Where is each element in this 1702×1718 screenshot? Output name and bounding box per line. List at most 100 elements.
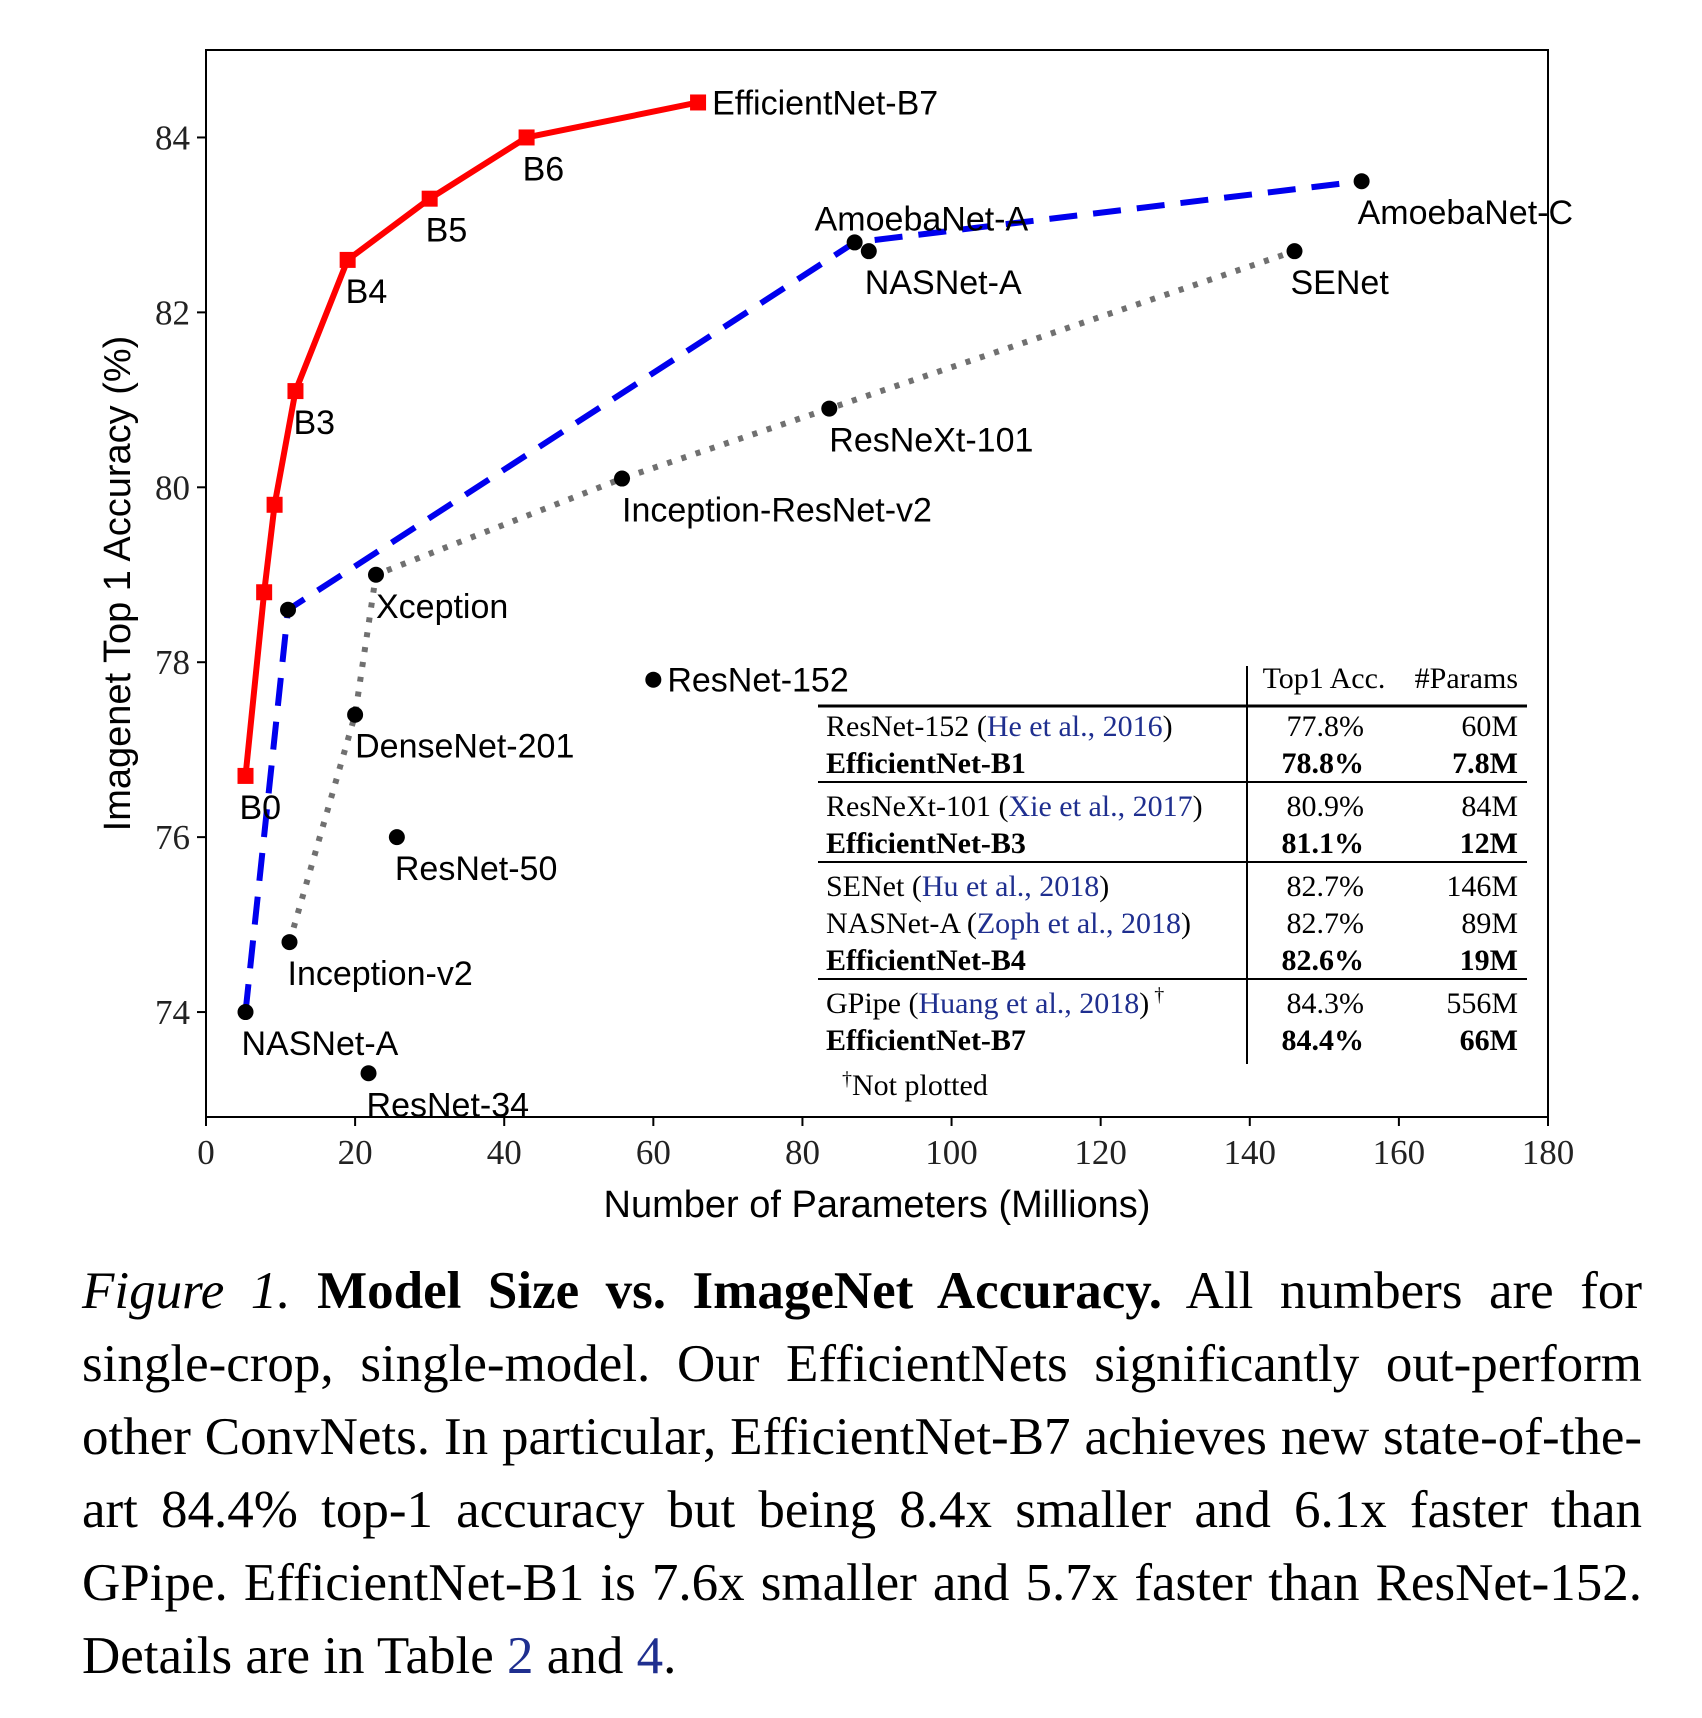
table-model-cell: NASNet-A (Zoph et al., 2018) [826, 907, 1191, 940]
comparison-table: Top1 Acc. #Params ResNet-152 (He et al., 2… [818, 662, 1527, 1102]
x-tick-label: 40 [487, 1133, 522, 1172]
efficientnet-marker [237, 767, 254, 784]
table-model-cell: EfficientNet-B3 [826, 827, 1026, 860]
efficientnet-marker [690, 94, 707, 111]
caption-end: . [663, 1627, 677, 1685]
table-params-cell: 84M [1461, 790, 1518, 823]
model-marker [846, 234, 863, 251]
table-params-cell: 89M [1461, 907, 1518, 940]
table-acc-cell: 82.6% [1282, 944, 1365, 977]
table-model-cell: EfficientNet-B1 [826, 747, 1026, 780]
plot-frame [205, 49, 1549, 1118]
model-marker [281, 934, 298, 951]
table-params-cell: 12M [1460, 827, 1518, 860]
caption-text: All numbers are for single-crop, single-… [82, 1262, 1642, 1685]
x-tick-label: 0 [197, 1133, 215, 1172]
x-tick-label: 120 [1074, 1133, 1127, 1172]
efficientnet-marker [421, 190, 438, 207]
efficientnet-marker [266, 496, 283, 513]
series-line-nas-based-models [242, 178, 1362, 1013]
model-marker [388, 829, 405, 846]
model-marker [1286, 243, 1303, 260]
table-model-cell: ResNeXt-101 (Xie et al., 2017) [826, 790, 1203, 823]
series-line-efficientnet [242, 99, 699, 777]
table-acc-cell: 81.1% [1282, 827, 1365, 860]
point-label: Inception-v2 [288, 955, 473, 993]
caption-ref-table-4[interactable]: 4 [636, 1627, 664, 1685]
model-marker [360, 1065, 377, 1082]
table-acc-cell: 84.4% [1282, 1024, 1365, 1057]
caption-and: and [546, 1627, 624, 1685]
point-label: B5 [426, 212, 468, 250]
table-acc-cell: 82.7% [1287, 907, 1365, 940]
table-acc-cell: 84.3% [1287, 987, 1365, 1020]
x-tick-label: 60 [636, 1133, 671, 1172]
table-model-cell: GPipe (Huang et al., 2018) † [826, 984, 1164, 1020]
table-params-cell: 19M [1460, 944, 1518, 977]
point-label: B4 [346, 273, 388, 311]
efficientnet-marker [287, 383, 304, 400]
x-tick-label: 140 [1224, 1133, 1277, 1172]
point-label: AmoebaNet-C [1358, 194, 1573, 232]
y-tick-label: 76 [155, 818, 190, 857]
y-axis-label: Imagenet Top 1 Accuracy (%) [97, 336, 139, 832]
point-label: ResNet-34 [367, 1086, 530, 1124]
table-header-params: #Params [1415, 662, 1518, 695]
table-header-acc: Top1 Acc. [1263, 662, 1386, 695]
point-label: NASNet-A [865, 264, 1022, 302]
table-model-cell: ResNet-152 (He et al., 2016) [826, 710, 1173, 743]
efficientnet-chart: 0 20 40 60 80 100 120 140 160 180 74 76 78 80 82 84 Numb… [97, 49, 1575, 1226]
table-params-cell: 146M [1446, 870, 1518, 903]
y-tick-label: 82 [155, 293, 190, 332]
efficientnet-marker [256, 584, 273, 601]
model-marker [645, 671, 662, 688]
table-acc-cell: 77.8% [1287, 710, 1365, 743]
model-marker [614, 470, 631, 487]
table-params-cell: 60M [1461, 710, 1518, 743]
point-label: DenseNet-201 [355, 728, 574, 766]
table-params-cell: 66M [1460, 1024, 1518, 1057]
point-label: B6 [523, 150, 565, 188]
point-label: NASNet-A [242, 1025, 399, 1063]
x-tick-label: 160 [1373, 1133, 1426, 1172]
x-tick-label: 20 [338, 1133, 373, 1172]
y-tick-label: 74 [155, 993, 190, 1032]
point-label: AmoebaNet-A [815, 200, 1029, 238]
model-marker [280, 601, 297, 618]
x-axis-label: Number of Parameters (Millions) [604, 1184, 1151, 1226]
model-marker [821, 400, 838, 417]
y-tick-label: 78 [155, 643, 190, 682]
efficientnet-marker [339, 251, 356, 268]
table-model-cell: SENet (Hu et al., 2018) [826, 870, 1109, 903]
table-model-cell: EfficientNet-B7 [826, 1024, 1026, 1057]
efficientnet-marker [518, 129, 535, 146]
figure-caption: Figure 1. Model Size vs. ImageNet Accura… [82, 1255, 1642, 1693]
series-line-hand-designed-models [286, 248, 1296, 943]
point-label: EfficientNet-B7 [712, 84, 938, 122]
table-footnote: †Not plotted [842, 1068, 988, 1102]
point-label: ResNet-152 [667, 662, 848, 700]
point-label: B3 [293, 404, 335, 442]
caption-figure-label: Figure 1. [82, 1262, 291, 1320]
table-params-cell: 556M [1446, 987, 1518, 1020]
model-marker [367, 566, 384, 583]
table-acc-cell: 80.9% [1287, 790, 1365, 823]
caption-title: Model Size vs. ImageNet Accuracy. [317, 1262, 1163, 1320]
point-label: Inception-ResNet-v2 [622, 492, 932, 530]
table-params-cell: 7.8M [1452, 747, 1518, 780]
caption-ref-table-2[interactable]: 2 [507, 1627, 534, 1685]
table-acc-cell: 82.7% [1287, 870, 1365, 903]
model-marker [347, 706, 364, 723]
model-marker [1353, 173, 1370, 190]
model-marker [237, 1004, 254, 1021]
x-tick-label: 80 [785, 1133, 820, 1172]
table-model-cell: EfficientNet-B4 [826, 944, 1026, 977]
x-tick-label: 180 [1522, 1133, 1575, 1172]
point-label: ResNeXt-101 [829, 422, 1033, 460]
point-label: Xception [376, 588, 508, 626]
table-acc-cell: 78.8% [1282, 747, 1365, 780]
y-tick-label: 84 [155, 118, 190, 157]
point-label: B0 [240, 789, 282, 827]
point-label: SENet [1291, 264, 1390, 302]
model-marker [860, 243, 877, 260]
